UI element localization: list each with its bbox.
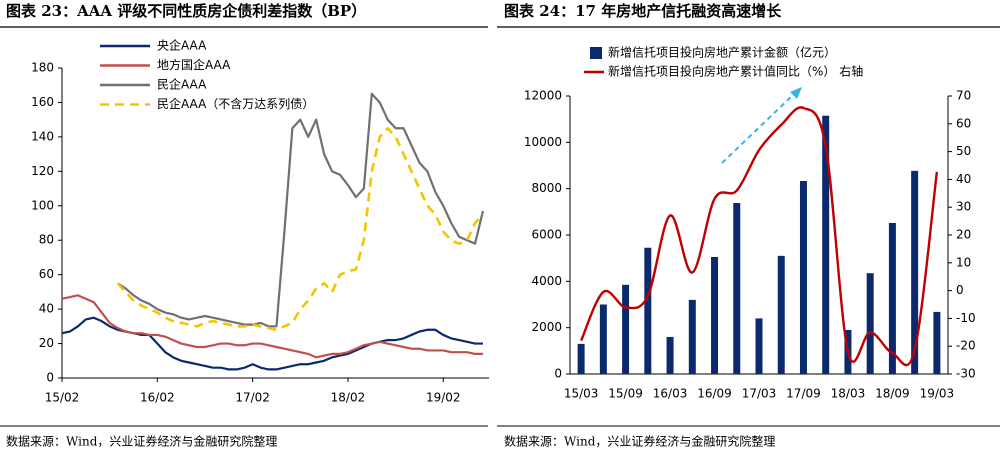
x-tick-label: 18/03 <box>831 387 866 401</box>
series-line <box>580 106 939 367</box>
x-tick-label: 16/09 <box>697 387 732 401</box>
y2-tick-label: -20 <box>956 339 976 353</box>
y2-tick-label: 10 <box>956 255 971 269</box>
y-tick-label: 80 <box>39 233 54 247</box>
x-tick-label: 15/02 <box>45 391 80 405</box>
y-tick-label: 140 <box>31 129 54 143</box>
series-line <box>116 126 484 332</box>
y2-tick-label: 60 <box>956 116 971 130</box>
x-tick-label: 15/03 <box>564 387 599 401</box>
legend-swatch <box>590 47 602 59</box>
bar <box>711 257 719 374</box>
bar <box>688 299 696 374</box>
y2-tick-label: 70 <box>956 89 971 103</box>
y-tick-label: 8000 <box>531 181 562 195</box>
x-tick-label: 18/09 <box>875 387 910 401</box>
x-tick-label: 19/03 <box>920 387 955 401</box>
y-tick-label: 4000 <box>531 274 562 288</box>
source: 数据来源：Wind，兴业证券经济与金融研究院整理 <box>504 434 775 449</box>
x-tick-label: 15/09 <box>608 387 643 401</box>
x-tick-label: 16/03 <box>653 387 688 401</box>
x-tick-label: 19/02 <box>426 391 461 405</box>
bar <box>777 255 785 374</box>
y-tick-label: 0 <box>46 371 54 385</box>
y-tick-label: 40 <box>39 302 54 316</box>
legend-label: 民企AAA <box>157 77 207 92</box>
y2-tick-label: -10 <box>956 311 976 325</box>
y2-tick-label: -30 <box>956 367 976 381</box>
y2-tick-label: 40 <box>956 172 971 186</box>
bar <box>666 336 674 374</box>
y-tick-label: 180 <box>31 61 54 75</box>
legend-label: 新增信托项目投向房地产累计值同比（%） 右轴 <box>608 64 863 79</box>
y-tick-label: 0 <box>554 367 562 381</box>
bar <box>755 318 763 374</box>
legend-label: 央企AAA <box>157 38 207 53</box>
bar <box>822 115 830 375</box>
trend-arrow <box>721 87 802 164</box>
bar <box>888 222 896 374</box>
y-tick-label: 120 <box>31 164 54 178</box>
bar <box>733 203 741 374</box>
bar <box>933 311 941 374</box>
y-tick-label: 6000 <box>531 228 562 242</box>
y2-tick-label: 0 <box>956 283 964 297</box>
source: 数据来源：Wind，兴业证券经济与金融研究院整理 <box>6 434 277 449</box>
legend-label: 新增信托项目投向房地产累计金额（亿元） <box>608 45 836 60</box>
bar <box>644 247 652 374</box>
chart-title: 图表 24：17 年房地产信托融资高速增长 <box>504 2 782 20</box>
y-tick-label: 60 <box>39 267 54 281</box>
series-line <box>61 294 483 359</box>
x-tick-label: 16/02 <box>140 391 175 405</box>
y2-tick-label: 30 <box>956 200 971 214</box>
y-tick-label: 20 <box>39 336 54 350</box>
bar <box>911 170 919 374</box>
bar <box>866 273 874 374</box>
y-tick-label: 2000 <box>531 320 562 334</box>
y2-tick-label: 20 <box>956 228 971 242</box>
y2-tick-label: 50 <box>956 144 971 158</box>
bar <box>622 284 630 374</box>
chart-title: 图表 23：AAA 评级不同性质房企债利差指数（BP） <box>6 2 366 20</box>
legend-label: 地方国企AAA <box>157 57 231 72</box>
series-line <box>117 92 485 328</box>
x-tick-label: 17/03 <box>742 387 777 401</box>
bar <box>599 304 607 374</box>
y-tick-label: 100 <box>31 198 54 212</box>
y-tick-label: 10000 <box>524 135 562 149</box>
bar <box>577 343 585 374</box>
bar <box>799 181 807 374</box>
legend-label: 民企AAA（不含万达系列债） <box>157 96 314 111</box>
x-tick-label: 17/09 <box>786 387 821 401</box>
y-tick-label: 12000 <box>524 89 562 103</box>
y-tick-label: 160 <box>31 95 54 109</box>
x-tick-label: 18/02 <box>331 391 366 405</box>
x-tick-label: 17/02 <box>235 391 270 405</box>
